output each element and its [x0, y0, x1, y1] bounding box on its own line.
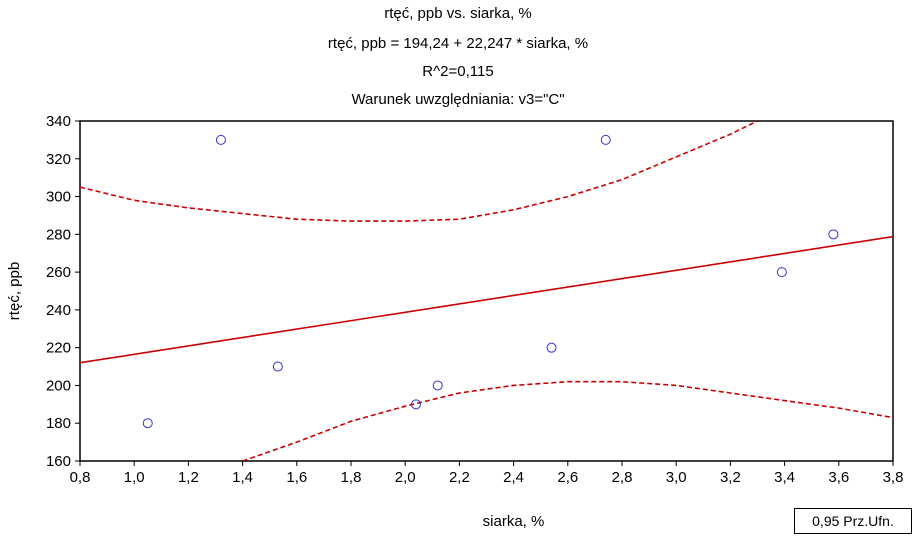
- y-axis-label: rtęć, ppb: [6, 262, 23, 320]
- x-tick-label: 3,0: [666, 469, 687, 486]
- data-point: [432, 380, 443, 391]
- x-tick-label: 0,8: [70, 469, 91, 486]
- data-point: [272, 361, 283, 372]
- regression-line: [80, 235, 893, 364]
- y-tick-label: 300: [46, 189, 71, 206]
- x-tick-label: 3,6: [828, 469, 849, 486]
- x-tick-label: 3,8: [883, 469, 904, 486]
- confidence-legend: 0,95 Prz.Ufn.: [794, 508, 912, 534]
- y-tick-label: 220: [46, 340, 71, 357]
- data-point: [600, 134, 611, 145]
- confidence-band-lower: [242, 380, 893, 461]
- y-tick-label: 260: [46, 264, 71, 281]
- x-tick-label: 2,6: [557, 469, 578, 486]
- x-tick-label: 1,0: [124, 469, 145, 486]
- x-tick-label: 2,8: [612, 469, 633, 486]
- x-tick-label: 1,6: [286, 469, 307, 486]
- y-tick-label: 160: [46, 453, 71, 470]
- data-point: [546, 342, 557, 353]
- x-tick-label: 2,4: [503, 469, 524, 486]
- data-point: [411, 399, 422, 410]
- y-tick-label: 200: [46, 377, 71, 394]
- x-tick-label: 3,4: [774, 469, 795, 486]
- regression-equation: rtęć, ppb = 194,24 + 22,247 * siarka, %: [327, 35, 589, 52]
- y-tick-label: 320: [46, 151, 71, 168]
- y-tick-label: 340: [46, 113, 71, 130]
- x-tick-label: 2,0: [395, 469, 416, 486]
- plot-frame: [79, 120, 894, 462]
- x-axis-label: siarka, %: [483, 513, 545, 530]
- x-tick-label: 1,8: [341, 469, 362, 486]
- data-point: [215, 134, 226, 145]
- chart-title: rtęć, ppb vs. siarka, %: [384, 5, 532, 22]
- confidence-band-upper: [80, 121, 758, 222]
- data-point: [776, 267, 787, 278]
- y-tick-label: 180: [46, 415, 71, 432]
- inclusion-condition: Warunek uwzględniania: v3="C": [351, 91, 565, 108]
- x-tick-label: 3,2: [720, 469, 741, 486]
- data-point: [142, 418, 153, 429]
- x-tick-label: 1,2: [178, 469, 199, 486]
- x-tick-label: 2,2: [449, 469, 470, 486]
- x-tick-label: 1,4: [232, 469, 253, 486]
- y-tick-label: 280: [46, 226, 71, 243]
- r-squared: R^2=0,115: [422, 63, 494, 80]
- data-point: [828, 229, 839, 240]
- y-tick-label: 240: [46, 302, 71, 319]
